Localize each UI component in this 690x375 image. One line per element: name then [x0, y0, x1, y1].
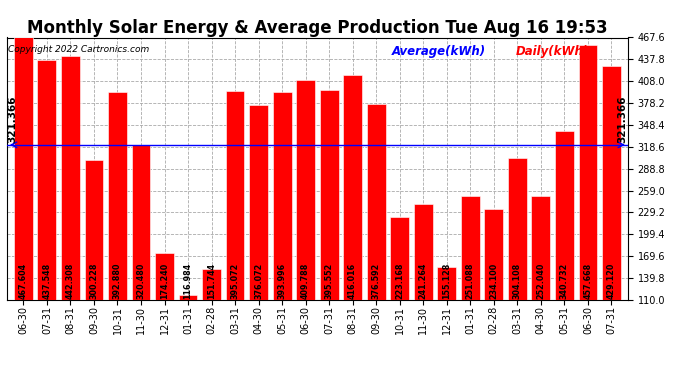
- Text: 457.668: 457.668: [584, 262, 593, 299]
- Bar: [508, 158, 526, 300]
- Text: 395.552: 395.552: [325, 262, 334, 299]
- Text: 437.548: 437.548: [42, 262, 51, 299]
- Text: 409.788: 409.788: [301, 262, 310, 299]
- Text: 151.744: 151.744: [207, 263, 216, 299]
- Bar: [296, 80, 315, 300]
- Bar: [273, 92, 291, 300]
- Bar: [132, 146, 150, 300]
- Bar: [202, 269, 221, 300]
- Bar: [344, 75, 362, 300]
- Bar: [391, 217, 409, 300]
- Bar: [37, 60, 57, 300]
- Bar: [484, 209, 503, 300]
- Bar: [108, 92, 127, 300]
- Bar: [155, 253, 174, 300]
- Bar: [249, 105, 268, 300]
- Bar: [602, 66, 621, 300]
- Text: 321.366: 321.366: [8, 95, 18, 142]
- Text: 321.366: 321.366: [617, 95, 627, 142]
- Text: 442.308: 442.308: [66, 262, 75, 299]
- Bar: [578, 45, 598, 300]
- Bar: [461, 196, 480, 300]
- Bar: [179, 295, 197, 300]
- Text: 116.984: 116.984: [184, 262, 193, 299]
- Text: Average(kWh): Average(kWh): [392, 45, 486, 58]
- Text: 320.480: 320.480: [137, 262, 146, 299]
- Bar: [414, 204, 433, 300]
- Text: 395.072: 395.072: [230, 262, 239, 299]
- Text: Daily(kWh): Daily(kWh): [516, 45, 589, 58]
- Text: 155.128: 155.128: [442, 262, 451, 299]
- Text: 252.040: 252.040: [536, 262, 545, 299]
- Text: 376.072: 376.072: [254, 262, 263, 299]
- Text: 300.228: 300.228: [90, 262, 99, 299]
- Text: 174.240: 174.240: [160, 262, 169, 299]
- Text: 234.100: 234.100: [489, 262, 498, 299]
- Text: 251.088: 251.088: [466, 262, 475, 299]
- Text: 340.732: 340.732: [560, 262, 569, 299]
- Text: Copyright 2022 Cartronics.com: Copyright 2022 Cartronics.com: [8, 45, 149, 54]
- Text: 416.016: 416.016: [348, 263, 357, 299]
- Text: 467.604: 467.604: [19, 263, 28, 299]
- Text: 223.168: 223.168: [395, 262, 404, 299]
- Text: 241.264: 241.264: [419, 262, 428, 299]
- Text: 393.996: 393.996: [277, 263, 286, 299]
- Bar: [367, 104, 386, 300]
- Bar: [61, 56, 80, 300]
- Bar: [14, 38, 33, 300]
- Text: 376.592: 376.592: [372, 262, 381, 299]
- Title: Monthly Solar Energy & Average Production Tue Aug 16 19:53: Monthly Solar Energy & Average Productio…: [27, 20, 608, 38]
- Bar: [555, 130, 574, 300]
- Bar: [319, 90, 339, 300]
- Text: 304.108: 304.108: [513, 262, 522, 299]
- Bar: [437, 267, 456, 300]
- Bar: [226, 91, 244, 300]
- Text: 392.880: 392.880: [113, 262, 122, 299]
- Bar: [531, 196, 551, 300]
- Text: 429.120: 429.120: [607, 262, 616, 299]
- Bar: [85, 160, 104, 300]
